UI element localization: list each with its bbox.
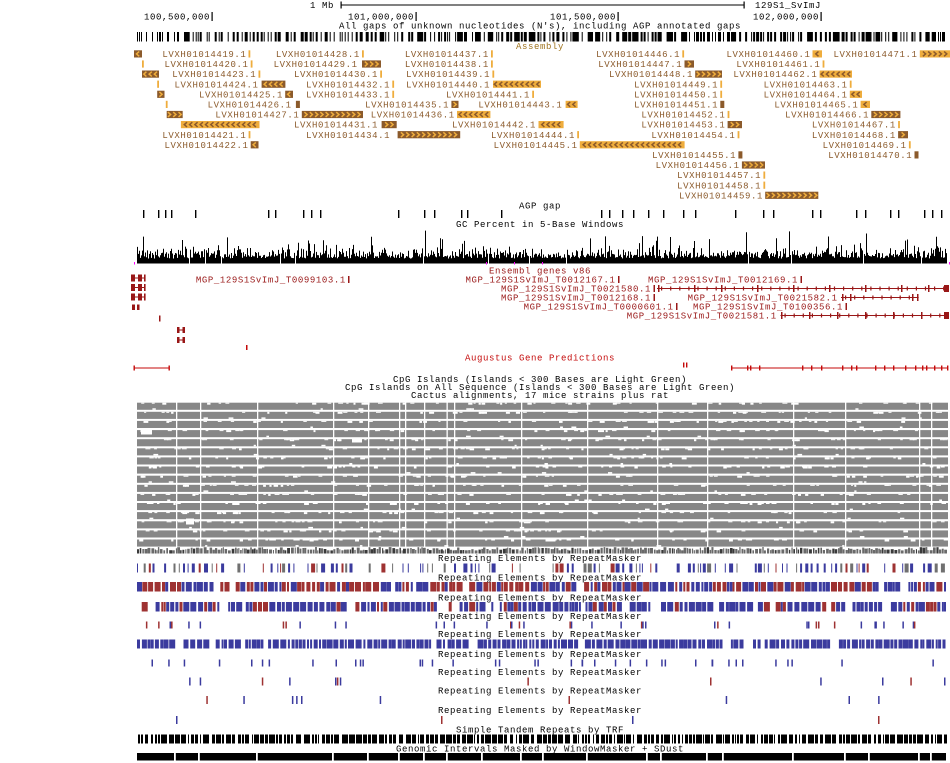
svg-text:LVXH01014452.1: LVXH01014452.1: [641, 111, 725, 121]
svg-text:LVXH01014454.1: LVXH01014454.1: [651, 131, 735, 141]
svg-text:AGP gap: AGP gap: [519, 202, 561, 212]
svg-text:101,000,000: 101,000,000: [348, 13, 414, 23]
svg-text:Repeating Elements by RepeatMa: Repeating Elements by RepeatMasker: [438, 668, 642, 678]
svg-text:LVXH01014460.1: LVXH01014460.1: [726, 50, 810, 60]
svg-text:LVXH01014461.1: LVXH01014461.1: [736, 60, 820, 70]
svg-text:LVXH01014423.1: LVXH01014423.1: [172, 70, 256, 80]
svg-text:All gaps of unknown nucleotide: All gaps of unknown nucleotides (N's), i…: [339, 22, 741, 32]
svg-text:LVXH01014458.1: LVXH01014458.1: [677, 181, 761, 191]
svg-text:101,500,000: 101,500,000: [550, 13, 616, 23]
svg-text:Repeating Elements by RepeatMa: Repeating Elements by RepeatMasker: [438, 574, 642, 584]
svg-text:LVXH01014453.1: LVXH01014453.1: [641, 121, 725, 131]
svg-text:LVXH01014422.1: LVXH01014422.1: [164, 141, 248, 151]
svg-text:LVXH01014459.1: LVXH01014459.1: [679, 191, 763, 201]
svg-text:LVXH01014424.1: LVXH01014424.1: [174, 80, 258, 90]
svg-text:1 Mb: 1 Mb: [310, 1, 334, 11]
svg-text:Repeating Elements by RepeatMa: Repeating Elements by RepeatMasker: [438, 554, 642, 564]
svg-text:129S1_SvImJ: 129S1_SvImJ: [755, 1, 821, 11]
svg-text:LVXH01014441.1: LVXH01014441.1: [446, 90, 530, 100]
svg-text:LVXH01014462.1: LVXH01014462.1: [733, 70, 817, 80]
svg-text:LVXH01014425.1: LVXH01014425.1: [199, 90, 283, 100]
svg-text:LVXH01014465.1: LVXH01014465.1: [774, 101, 858, 111]
svg-text:LVXH01014464.1: LVXH01014464.1: [764, 90, 848, 100]
svg-text:LVXH01014444.1: LVXH01014444.1: [491, 131, 575, 141]
svg-text:LVXH01014445.1: LVXH01014445.1: [494, 141, 578, 151]
svg-text:LVXH01014470.1: LVXH01014470.1: [828, 151, 912, 161]
svg-text:LVXH01014450.1: LVXH01014450.1: [634, 90, 718, 100]
svg-text:LVXH01014468.1: LVXH01014468.1: [812, 131, 896, 141]
svg-text:MGP_129S1SvImJ_T0021580.1: MGP_129S1SvImJ_T0021580.1: [501, 285, 651, 295]
svg-text:CpG Islands on All Sequence (I: CpG Islands on All Sequence (Islands < 3…: [345, 383, 735, 393]
svg-text:LVXH01014446.1: LVXH01014446.1: [596, 50, 680, 60]
svg-text:Repeating Elements by RepeatMa: Repeating Elements by RepeatMasker: [438, 706, 642, 716]
svg-text:MGP_129S1SvImJ_T0012168.1: MGP_129S1SvImJ_T0012168.1: [501, 294, 651, 304]
svg-text:LVXH01014456.1: LVXH01014456.1: [656, 161, 740, 171]
svg-text:Genomic Intervals Masked by Wi: Genomic Intervals Masked by WindowMasker…: [396, 745, 684, 755]
svg-text:Cactus alignments, 17 mice str: Cactus alignments, 17 mice strains plus …: [411, 391, 669, 401]
svg-text:MGP_129S1SvImJ_T0100356.1: MGP_129S1SvImJ_T0100356.1: [693, 303, 843, 313]
svg-text:LVXH01014442.1: LVXH01014442.1: [452, 121, 536, 131]
svg-text:LVXH01014440.1: LVXH01014440.1: [406, 80, 490, 90]
svg-text:LVXH01014448.1: LVXH01014448.1: [609, 70, 693, 80]
svg-text:LVXH01014436.1: LVXH01014436.1: [371, 111, 455, 121]
svg-text:102,000,000: 102,000,000: [753, 13, 819, 23]
svg-text:Repeating Elements by RepeatMa: Repeating Elements by RepeatMasker: [438, 650, 642, 660]
svg-text:MGP_129S1SvImJ_T0021582.1: MGP_129S1SvImJ_T0021582.1: [688, 294, 838, 304]
svg-text:LVXH01014437.1: LVXH01014437.1: [405, 50, 489, 60]
svg-text:MGP_129S1SvImJ_T0021581.1: MGP_129S1SvImJ_T0021581.1: [627, 312, 777, 322]
svg-text:LVXH01014439.1: LVXH01014439.1: [406, 70, 490, 80]
svg-text:LVXH01014449.1: LVXH01014449.1: [634, 80, 718, 90]
svg-text:Repeating Elements by RepeatMa: Repeating Elements by RepeatMasker: [438, 612, 642, 622]
svg-text:Repeating Elements by RepeatMa: Repeating Elements by RepeatMasker: [438, 687, 642, 697]
svg-text:MGP_129S1SvImJ_T0012167.1: MGP_129S1SvImJ_T0012167.1: [465, 276, 615, 286]
svg-text:LVXH01014432.1: LVXH01014432.1: [306, 80, 390, 90]
svg-text:Repeating Elements by RepeatMa: Repeating Elements by RepeatMasker: [438, 594, 642, 604]
svg-text:LVXH01014434.1: LVXH01014434.1: [306, 131, 390, 141]
svg-text:100,500,000: 100,500,000: [144, 13, 210, 23]
svg-text:Ensembl genes v86: Ensembl genes v86: [489, 267, 591, 277]
svg-text:LVXH01014463.1: LVXH01014463.1: [764, 80, 848, 90]
svg-text:LVXH01014451.1: LVXH01014451.1: [634, 101, 718, 111]
svg-text:LVXH01014430.1: LVXH01014430.1: [294, 70, 378, 80]
svg-text:Assembly: Assembly: [516, 42, 564, 52]
svg-text:LVXH01014431.1: LVXH01014431.1: [294, 121, 378, 131]
svg-text:LVXH01014471.1: LVXH01014471.1: [833, 50, 917, 60]
svg-text:LVXH01014466.1: LVXH01014466.1: [785, 111, 869, 121]
svg-text:MGP_129S1SvImJ_T0000601.1: MGP_129S1SvImJ_T0000601.1: [524, 303, 674, 313]
svg-text:CpG Islands (Islands < 300 Bas: CpG Islands (Islands < 300 Bases are Lig…: [393, 375, 687, 385]
svg-text:LVXH01014438.1: LVXH01014438.1: [405, 60, 489, 70]
svg-text:LVXH01014427.1: LVXH01014427.1: [215, 111, 299, 121]
svg-text:LVXH01014467.1: LVXH01014467.1: [812, 121, 896, 131]
svg-text:LVXH01014419.1: LVXH01014419.1: [162, 50, 246, 60]
svg-text:LVXH01014421.1: LVXH01014421.1: [162, 131, 246, 141]
svg-text:LVXH01014457.1: LVXH01014457.1: [677, 171, 761, 181]
svg-text:MGP_129S1SvImJ_T0012169.1: MGP_129S1SvImJ_T0012169.1: [648, 276, 798, 286]
svg-text:LVXH01014426.1: LVXH01014426.1: [208, 101, 292, 111]
svg-text:GC Percent in 5-Base Windows: GC Percent in 5-Base Windows: [456, 220, 624, 230]
svg-text:LVXH01014433.1: LVXH01014433.1: [306, 90, 390, 100]
svg-text:Augustus Gene Predictions: Augustus Gene Predictions: [465, 354, 615, 364]
svg-text:LVXH01014435.1: LVXH01014435.1: [365, 101, 449, 111]
svg-text:Repeating Elements by RepeatMa: Repeating Elements by RepeatMasker: [438, 630, 642, 640]
svg-text:LVXH01014428.1: LVXH01014428.1: [276, 50, 360, 60]
svg-text:LVXH01014447.1: LVXH01014447.1: [598, 60, 682, 70]
svg-text:LVXH01014455.1: LVXH01014455.1: [652, 151, 736, 161]
svg-text:LVXH01014420.1: LVXH01014420.1: [164, 60, 248, 70]
svg-text:LVXH01014443.1: LVXH01014443.1: [478, 101, 562, 111]
svg-text:LVXH01014429.1: LVXH01014429.1: [274, 60, 358, 70]
svg-text:MGP_129S1SvImJ_T0099103.1: MGP_129S1SvImJ_T0099103.1: [196, 276, 346, 286]
svg-text:LVXH01014469.1: LVXH01014469.1: [823, 141, 907, 151]
svg-text:Simple Tandem Repeats by TRF: Simple Tandem Repeats by TRF: [456, 726, 624, 736]
